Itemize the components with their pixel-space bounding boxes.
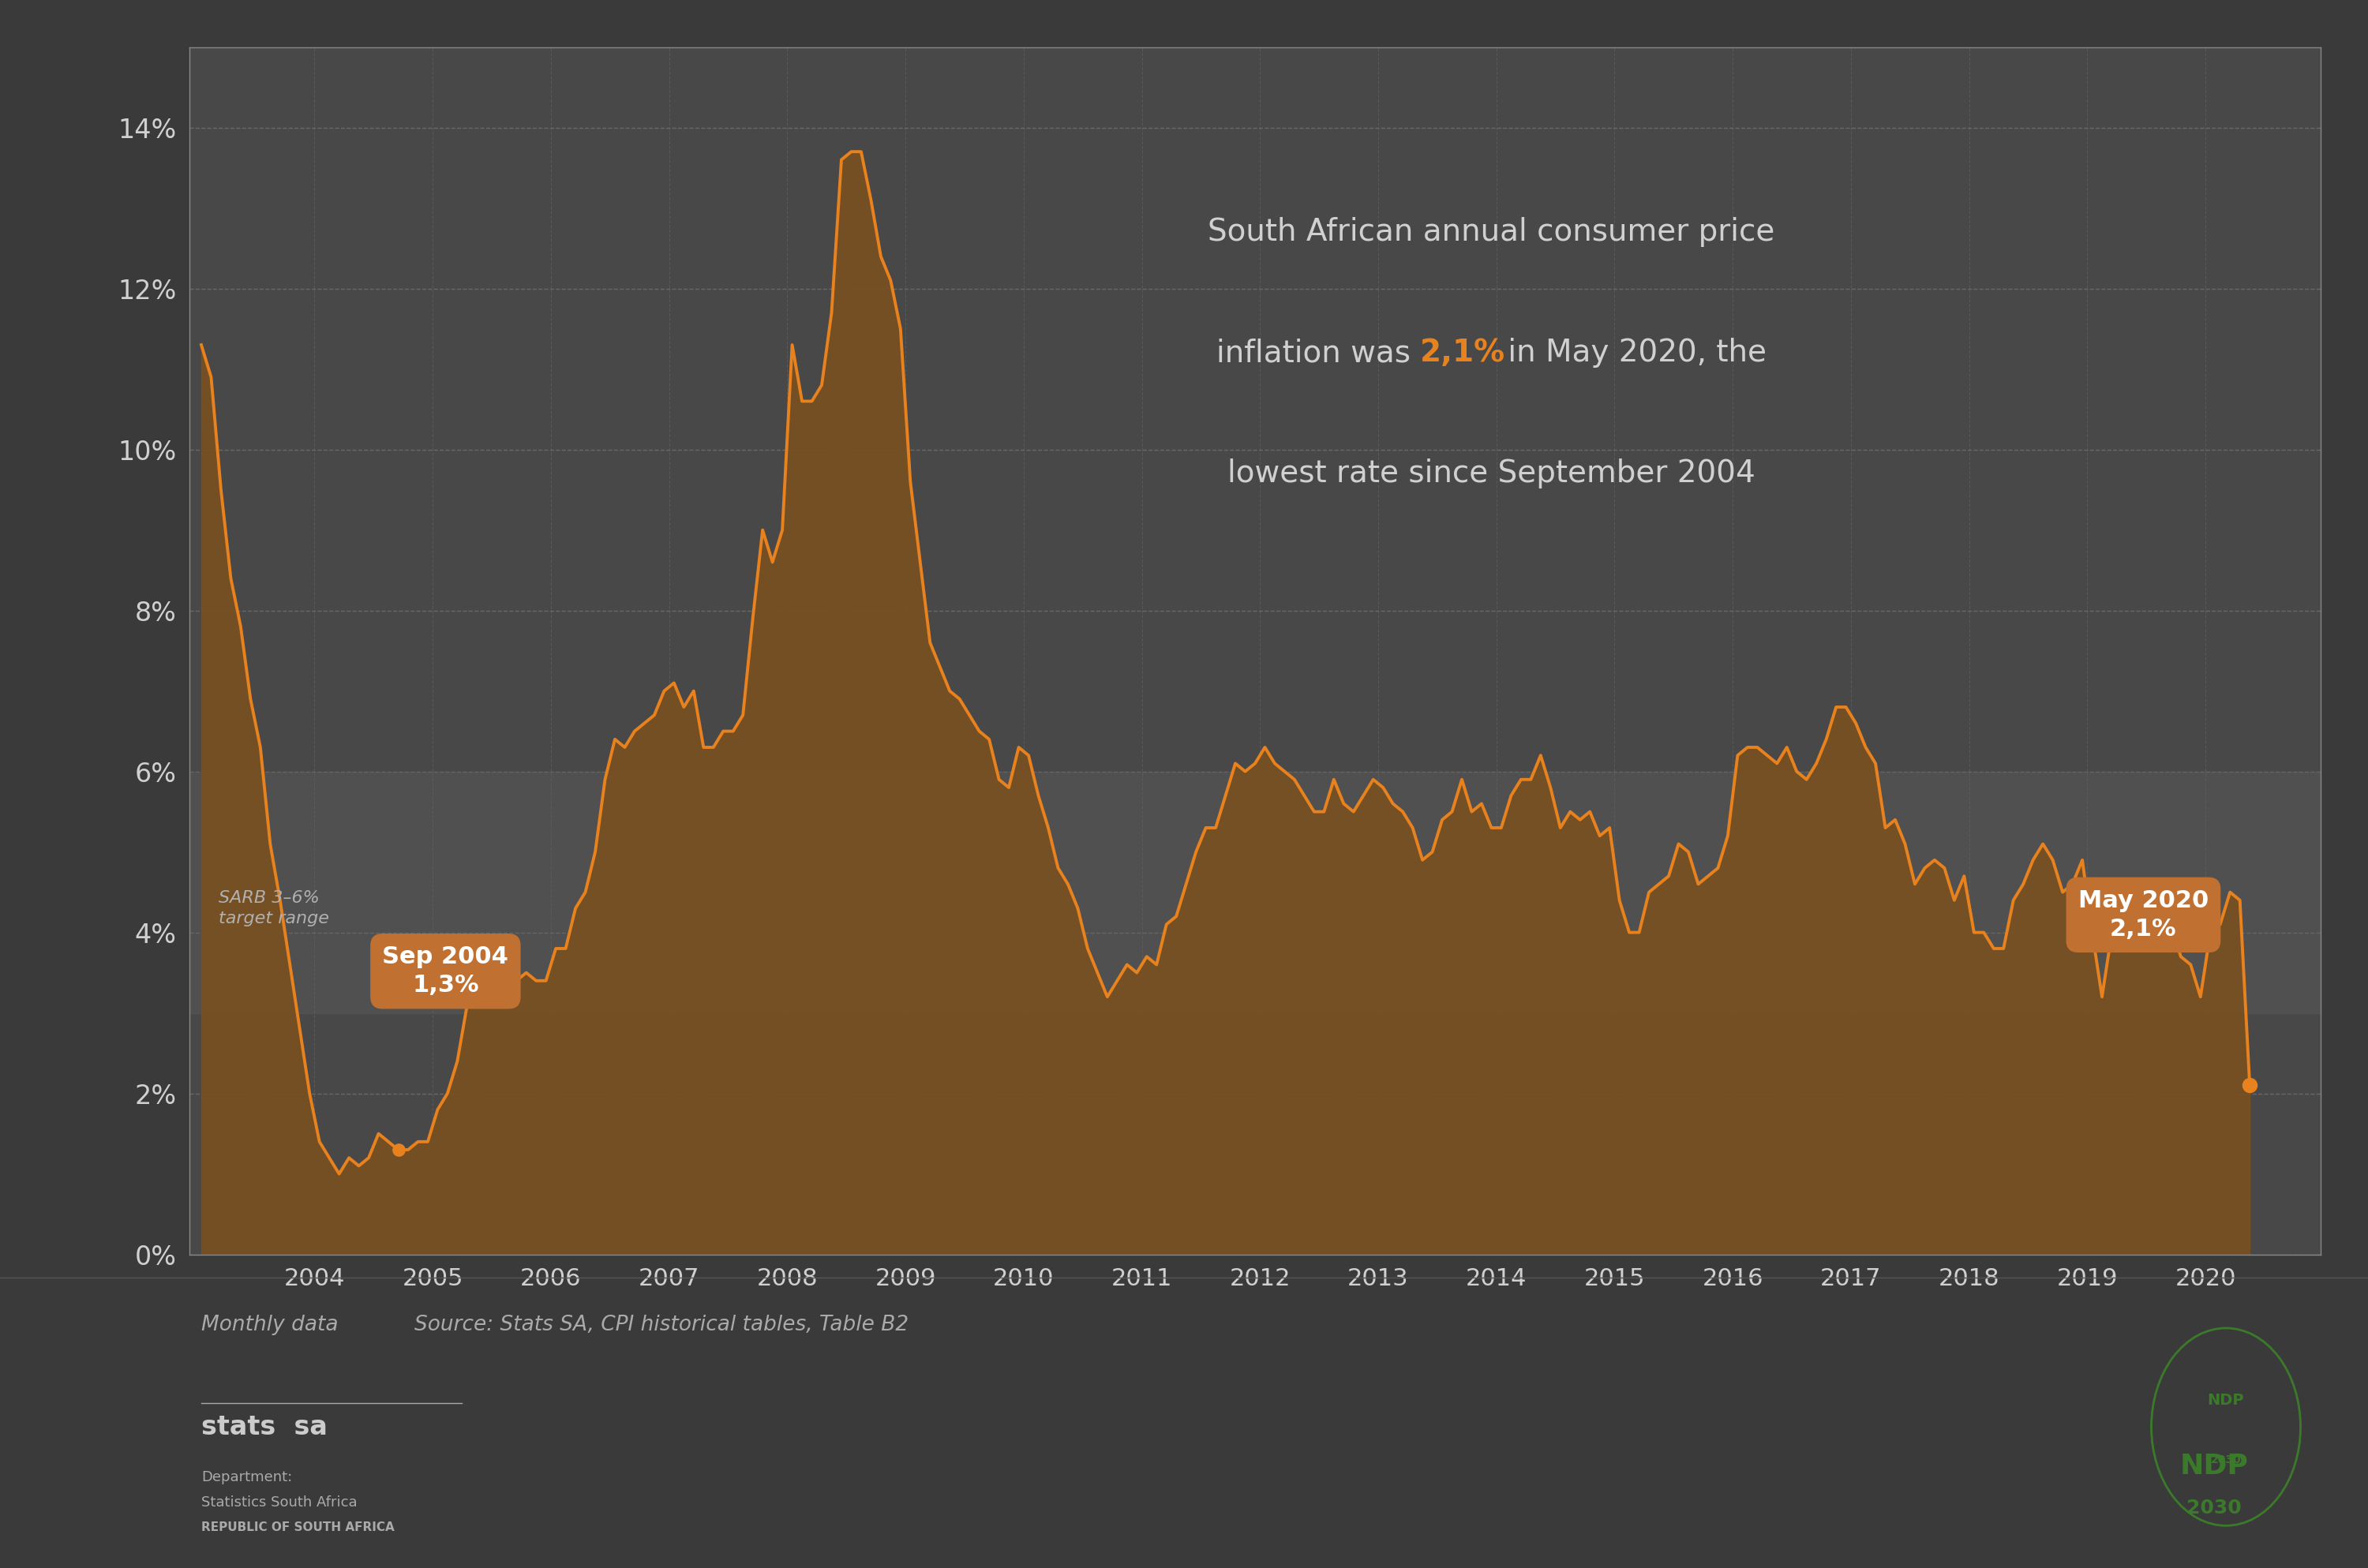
Text: SARB 3–6%
target range: SARB 3–6% target range [218,891,329,927]
Text: inflation was: inflation was [1217,339,1421,368]
Text: NDP: NDP [2207,1392,2245,1408]
Text: Statistics South Africa: Statistics South Africa [201,1494,358,1510]
Text: Sep 2004
1,3%: Sep 2004 1,3% [381,946,509,997]
Text: NDP: NDP [2181,1452,2247,1480]
Text: Source: Stats SA, CPI historical tables, Table B2: Source: Stats SA, CPI historical tables,… [414,1314,909,1336]
Bar [189,771,2321,1013]
Text: in May 2020, the: in May 2020, the [1499,339,1767,368]
Text: Department:: Department: [201,1469,291,1485]
Text: 2030: 2030 [2186,1499,2242,1518]
Text: lowest rate since September 2004: lowest rate since September 2004 [1227,459,1755,489]
Text: stats  sa: stats sa [201,1414,327,1439]
Text: May 2020
2,1%: May 2020 2,1% [2079,889,2209,941]
Text: REPUBLIC OF SOUTH AFRICA: REPUBLIC OF SOUTH AFRICA [201,1521,395,1534]
Text: South African annual consumer price: South African annual consumer price [1208,218,1776,248]
Text: Monthly data: Monthly data [201,1314,339,1336]
Text: 2030: 2030 [2212,1454,2240,1466]
Text: 2,1%: 2,1% [1421,339,1506,368]
